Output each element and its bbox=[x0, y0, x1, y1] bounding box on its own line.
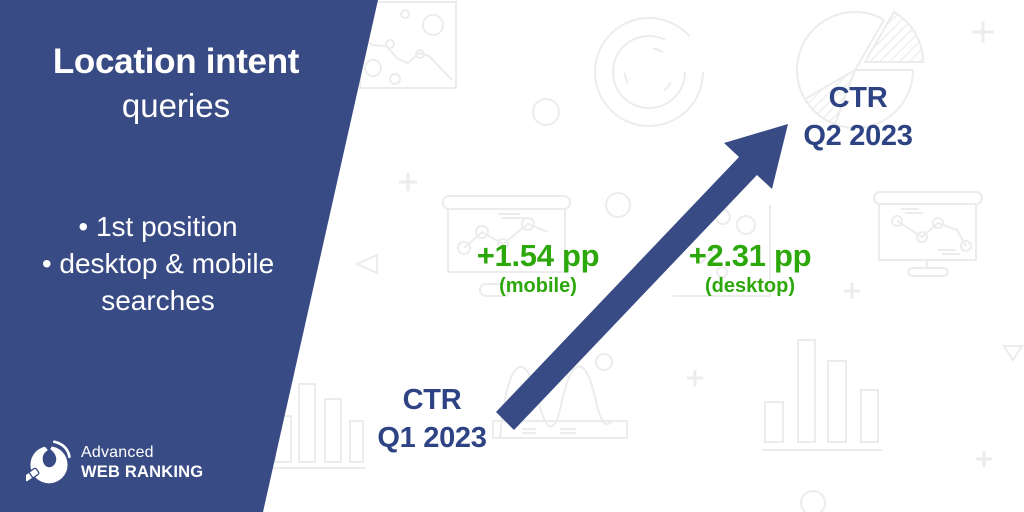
globe-logo-icon bbox=[26, 440, 71, 484]
bullet-item-devices: • desktop & mobile bbox=[41, 248, 275, 279]
title-line-bold: Location intent bbox=[52, 42, 300, 81]
bg-scatter-axis-icon bbox=[673, 205, 771, 297]
ctr-q1-period: Q1 2023 bbox=[377, 422, 487, 454]
desktop-delta-caption: (desktop) bbox=[705, 275, 795, 297]
brand-name: Advanced WEB RANKING bbox=[81, 445, 203, 481]
bg-pie-chart-icon bbox=[796, 10, 925, 129]
bg-presentation-screen-icon bbox=[873, 191, 983, 277]
mobile-delta-value: +1.54 pp bbox=[476, 238, 600, 273]
bg-plus-icon-4 bbox=[687, 370, 703, 386]
desktop-delta-annotation: +2.31 pp (desktop) bbox=[650, 239, 850, 299]
bg-wave-chart-icon bbox=[492, 353, 628, 439]
bg-triangle-icon-2 bbox=[1002, 345, 1024, 362]
bullet-item-searches: searches bbox=[101, 285, 215, 316]
bg-plus-icon-5 bbox=[976, 451, 992, 467]
bg-plus-icon-1 bbox=[972, 21, 994, 43]
bg-circle-small-2 bbox=[605, 192, 631, 218]
bg-projection-scatter-icon bbox=[442, 195, 571, 297]
brand-name-bottom: WEB RANKING bbox=[81, 463, 204, 482]
bg-circle-small-1 bbox=[532, 98, 560, 126]
mobile-delta-caption: (mobile) bbox=[499, 275, 577, 297]
ctr-q1-label: CTR Q1 2023 bbox=[352, 381, 512, 457]
brand-name-top: Advanced bbox=[81, 444, 154, 462]
page-title: Location intent queries bbox=[0, 40, 352, 128]
ctr-q2-period: Q2 2023 bbox=[803, 120, 913, 152]
bg-circle-small-3 bbox=[800, 490, 826, 512]
ctr-q2-metric: CTR bbox=[828, 82, 888, 114]
mobile-delta-annotation: +1.54 pp (mobile) bbox=[438, 239, 638, 299]
desktop-delta-value: +2.31 pp bbox=[688, 238, 812, 273]
bg-bar-chart-right-icon bbox=[762, 339, 882, 451]
bullet-item-position: • 1st position bbox=[78, 211, 238, 242]
ctr-q1-metric: CTR bbox=[402, 384, 462, 416]
bullet-list: • 1st position • desktop & mobile search… bbox=[0, 208, 316, 319]
bg-plus-icon-2 bbox=[844, 283, 860, 299]
bg-plus-icon-3 bbox=[399, 173, 417, 191]
ctr-q2-label: CTR Q2 2023 bbox=[778, 79, 938, 155]
brand-logo: Advanced WEB RANKING bbox=[26, 438, 203, 488]
bg-triangle-icon-1 bbox=[354, 253, 378, 275]
trend-arrow bbox=[496, 124, 788, 430]
title-line-regular: queries bbox=[121, 87, 231, 124]
